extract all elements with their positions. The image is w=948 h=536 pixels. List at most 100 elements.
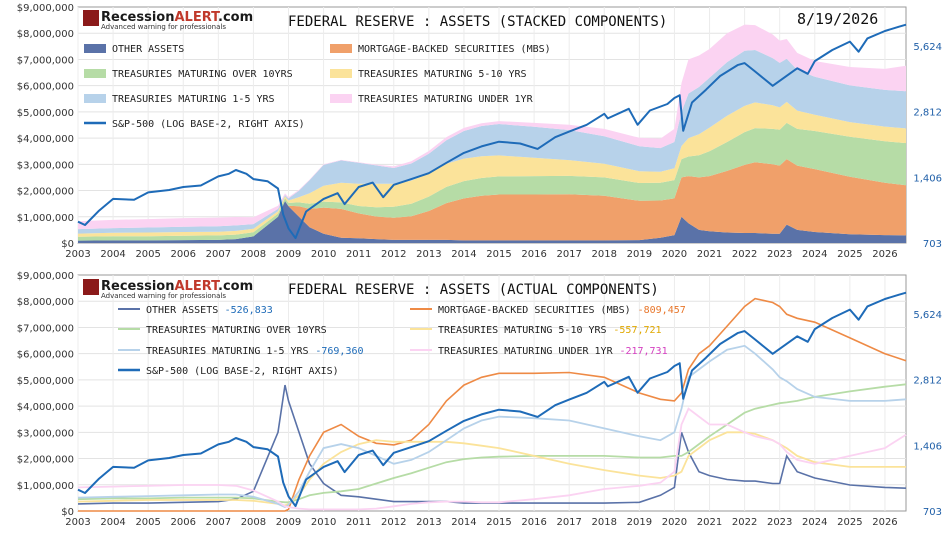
right-tick-label: 5,624 <box>913 310 942 321</box>
logo-horse-icon <box>83 279 99 295</box>
svg-text:RecessionALERT.com: RecessionALERT.com <box>101 279 253 294</box>
legend-label-tsy_1_5: TREASURIES MATURING 1-5 YRS <box>146 346 309 357</box>
x-tick-label: 2007 <box>206 517 231 528</box>
area-tsy_5_10 <box>78 101 906 237</box>
legend-change-tsy_1_5: -769,360 <box>315 346 363 357</box>
x-tick-label: 2008 <box>241 517 266 528</box>
x-tick-label: 2014 <box>451 517 476 528</box>
bottom-chart-title: FEDERAL RESERVE : ASSETS (ACTUAL COMPONE… <box>288 282 659 298</box>
x-tick-label: 2012 <box>381 249 406 260</box>
area-tsy_over10 <box>78 122 906 241</box>
y-tick-label: $9,000,000 <box>17 271 74 282</box>
y-tick-label: $4,000,000 <box>17 134 74 145</box>
x-tick-label: 2009 <box>276 249 301 260</box>
x-tick-label: 2008 <box>241 249 266 260</box>
x-tick-label: 2021 <box>697 517 722 528</box>
spx-series-line <box>77 291 907 508</box>
legend-label-tsy_1_5: TREASURIES MATURING 1-5 YRS <box>112 94 275 105</box>
y-tick-label: $3,000,000 <box>17 160 74 171</box>
right-tick-label: 1,406 <box>913 441 942 452</box>
y-tick-label: $0 <box>61 507 74 518</box>
bottom-legend: OTHER ASSETS -526,833 MORTGAGE-BACKED SECU… <box>118 305 686 377</box>
top-y-axis-ticks: $0 $1,000,000 $2,000,000 $3,000,000 $4,000,0… <box>17 3 74 250</box>
legend-label-tsy_under1: TREASURIES MATURING UNDER 1YR <box>358 94 534 105</box>
x-tick-label: 2025 <box>837 517 862 528</box>
legend-label-other: OTHER ASSETS <box>112 44 184 55</box>
y-tick-label: $0 <box>61 239 74 250</box>
legend-label-tsy_over10: TREASURIES MATURING OVER 10YRS <box>112 69 293 80</box>
x-tick-label: 2013 <box>416 517 441 528</box>
y-tick-label: $5,000,000 <box>17 108 74 119</box>
bottom-spx-line <box>77 291 907 508</box>
y-tick-label: $3,000,000 <box>17 428 74 439</box>
legend-label-tsy_5_10: TREASURIES MATURING 5-10 YRS <box>358 69 527 80</box>
bottom-right-axis-ticks: 703 1,406 2,812 5,624 <box>913 310 942 518</box>
y-tick-label: $2,000,000 <box>17 455 74 466</box>
x-tick-label: 2018 <box>592 517 617 528</box>
legend-change-tsy_under1: -217,731 <box>619 346 667 357</box>
brand-logo-top: RecessionALERT.com Advanced warning for … <box>83 10 253 31</box>
y-tick-label: $1,000,000 <box>17 481 74 492</box>
x-tick-label: 2019 <box>627 517 652 528</box>
x-tick-label: 2015 <box>486 517 511 528</box>
bottom-component-lines <box>77 297 907 512</box>
spx-series-line <box>77 23 907 240</box>
x-tick-label: 2009 <box>276 517 301 528</box>
x-tick-label: 2005 <box>135 517 160 528</box>
y-tick-label: $5,000,000 <box>17 376 74 387</box>
logo-tagline: Advanced warning for professionals <box>101 23 226 31</box>
x-tick-label: 2003 <box>65 517 90 528</box>
right-tick-label: 703 <box>923 239 942 250</box>
x-tick-label: 2004 <box>100 517 125 528</box>
legend-swatch-other <box>84 44 106 53</box>
x-tick-label: 2018 <box>592 249 617 260</box>
legend-label-mbs: MORTGAGE-BACKED SECURITIES (MBS) <box>358 44 551 55</box>
top-chart-title: FEDERAL RESERVE : ASSETS (STACKED COMPON… <box>288 14 667 30</box>
y-tick-label: $7,000,000 <box>17 323 74 334</box>
area-other <box>78 201 906 243</box>
x-tick-label: 2012 <box>381 517 406 528</box>
x-tick-label: 2006 <box>171 249 196 260</box>
area-mbs <box>78 159 906 241</box>
x-tick-label: 2005 <box>135 249 160 260</box>
legend-label-spx: S&P-500 (LOG BASE-2, RIGHT AXIS) <box>146 366 339 377</box>
right-tick-label: 2,812 <box>913 108 942 119</box>
legend-swatch-tsy_5_10 <box>330 69 352 78</box>
bottom-x-axis-ticks: 2003 2004 2005 2006 2007 2008 2009 2010 2011 2012… <box>65 517 897 528</box>
x-tick-label: 2019 <box>627 249 652 260</box>
legend-swatch-mbs <box>330 44 352 53</box>
y-tick-label: $9,000,000 <box>17 3 74 14</box>
bottom-gridlines <box>77 275 906 511</box>
x-tick-label: 2025 <box>837 249 862 260</box>
legend-label-tsy_5_10: TREASURIES MATURING 5-10 YRS <box>438 325 607 336</box>
right-tick-label: 1,406 <box>913 173 942 184</box>
x-tick-label: 2010 <box>311 517 336 528</box>
x-tick-label: 2016 <box>521 249 546 260</box>
right-tick-label: 5,624 <box>913 42 942 53</box>
x-tick-label: 2020 <box>662 517 687 528</box>
top-right-axis-ticks: 703 1,406 2,812 5,624 <box>913 42 942 250</box>
legend-label-mbs: MORTGAGE-BACKED SECURITIES (MBS) <box>438 305 631 316</box>
x-tick-label: 2022 <box>732 249 757 260</box>
legend-change-tsy_5_10: -557,721 <box>613 325 661 336</box>
x-tick-label: 2020 <box>662 249 687 260</box>
legend-swatch-tsy_under1 <box>330 94 352 103</box>
y-tick-label: $6,000,000 <box>17 350 74 361</box>
x-tick-label: 2010 <box>311 249 336 260</box>
y-tick-label: $4,000,000 <box>17 402 74 413</box>
right-tick-label: 2,812 <box>913 376 942 387</box>
legend-swatch-tsy_1_5 <box>84 94 106 103</box>
right-tick-label: 703 <box>923 507 942 518</box>
y-tick-label: $7,000,000 <box>17 55 74 66</box>
date-label: 8/19/2026 <box>797 10 878 28</box>
x-tick-label: 2014 <box>451 249 476 260</box>
x-tick-label: 2016 <box>521 517 546 528</box>
x-tick-label: 2017 <box>556 517 581 528</box>
y-tick-label: $6,000,000 <box>17 82 74 93</box>
x-tick-label: 2004 <box>100 249 125 260</box>
top-x-axis-ticks: 2003 2004 2005 2006 2007 2008 2009 2010 2011 2012… <box>65 249 897 260</box>
x-tick-label: 2007 <box>206 249 231 260</box>
brand-logo-bottom: RecessionALERT.com Advanced warning for … <box>83 279 253 300</box>
